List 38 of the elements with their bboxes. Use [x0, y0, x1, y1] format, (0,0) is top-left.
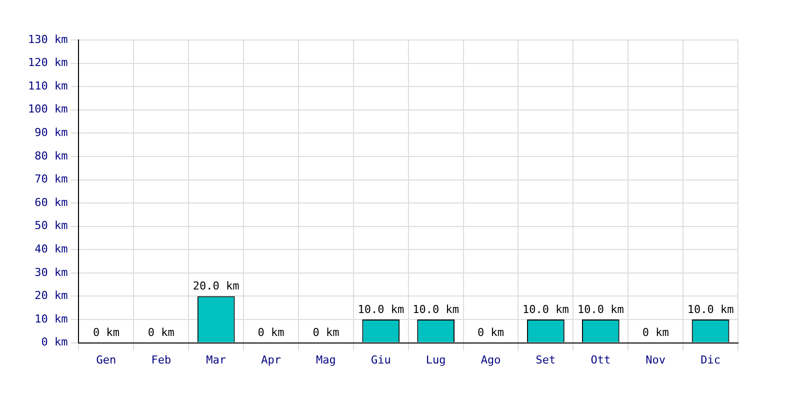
y-tick-label: 100 km	[28, 102, 68, 116]
y-tick-label: 90 km	[34, 126, 68, 140]
y-tick-label: 120 km	[28, 56, 68, 70]
y-tick-label: 110 km	[28, 79, 68, 92]
data-label: 0 km	[258, 326, 285, 340]
y-tick-label: 80 km	[34, 149, 68, 162]
data-label: 0 km	[148, 326, 175, 340]
data-label: 10.0 km	[358, 302, 404, 316]
data-label: 10.0 km	[577, 302, 624, 316]
x-tick-label: Ago	[480, 353, 501, 366]
x-tick-label: Set	[536, 353, 556, 366]
data-label: 10.0 km	[522, 302, 570, 316]
y-tick-label: 0 km	[41, 336, 68, 349]
x-tick-label: Lug	[426, 353, 446, 366]
y-tick-label: 60 km	[34, 196, 68, 209]
y-tick-label: 70 km	[34, 172, 68, 186]
data-label: 10.0 km	[412, 302, 460, 316]
data-label: 20.0 km	[192, 280, 240, 293]
data-label: 0 km	[92, 326, 120, 340]
y-tick-label: 50 km	[34, 219, 68, 232]
data-label: 10.0 km	[687, 302, 734, 316]
x-tick-label: Mar	[206, 353, 226, 366]
y-tick-label: 30 km	[34, 266, 68, 279]
data-label: 0 km	[478, 326, 504, 340]
x-tick-label: Giu	[370, 353, 391, 366]
y-tick-label: 40 km	[34, 242, 68, 256]
x-tick-label: Gen	[96, 353, 116, 366]
data-label: 0 km	[312, 326, 340, 340]
y-tick-label: 130 km	[28, 32, 68, 46]
x-tick-label: Feb	[151, 353, 172, 366]
x-tick-label: Dic	[700, 353, 720, 366]
data-label: 0 km	[642, 326, 670, 340]
y-tick-label: 10 km	[34, 312, 68, 326]
y-tick-label: 20 km	[34, 289, 68, 302]
x-tick-label: Apr	[261, 353, 282, 366]
x-tick-label: Nov	[646, 353, 666, 366]
x-tick-label: Ott	[590, 353, 611, 366]
x-tick-label: Mag	[316, 353, 336, 366]
